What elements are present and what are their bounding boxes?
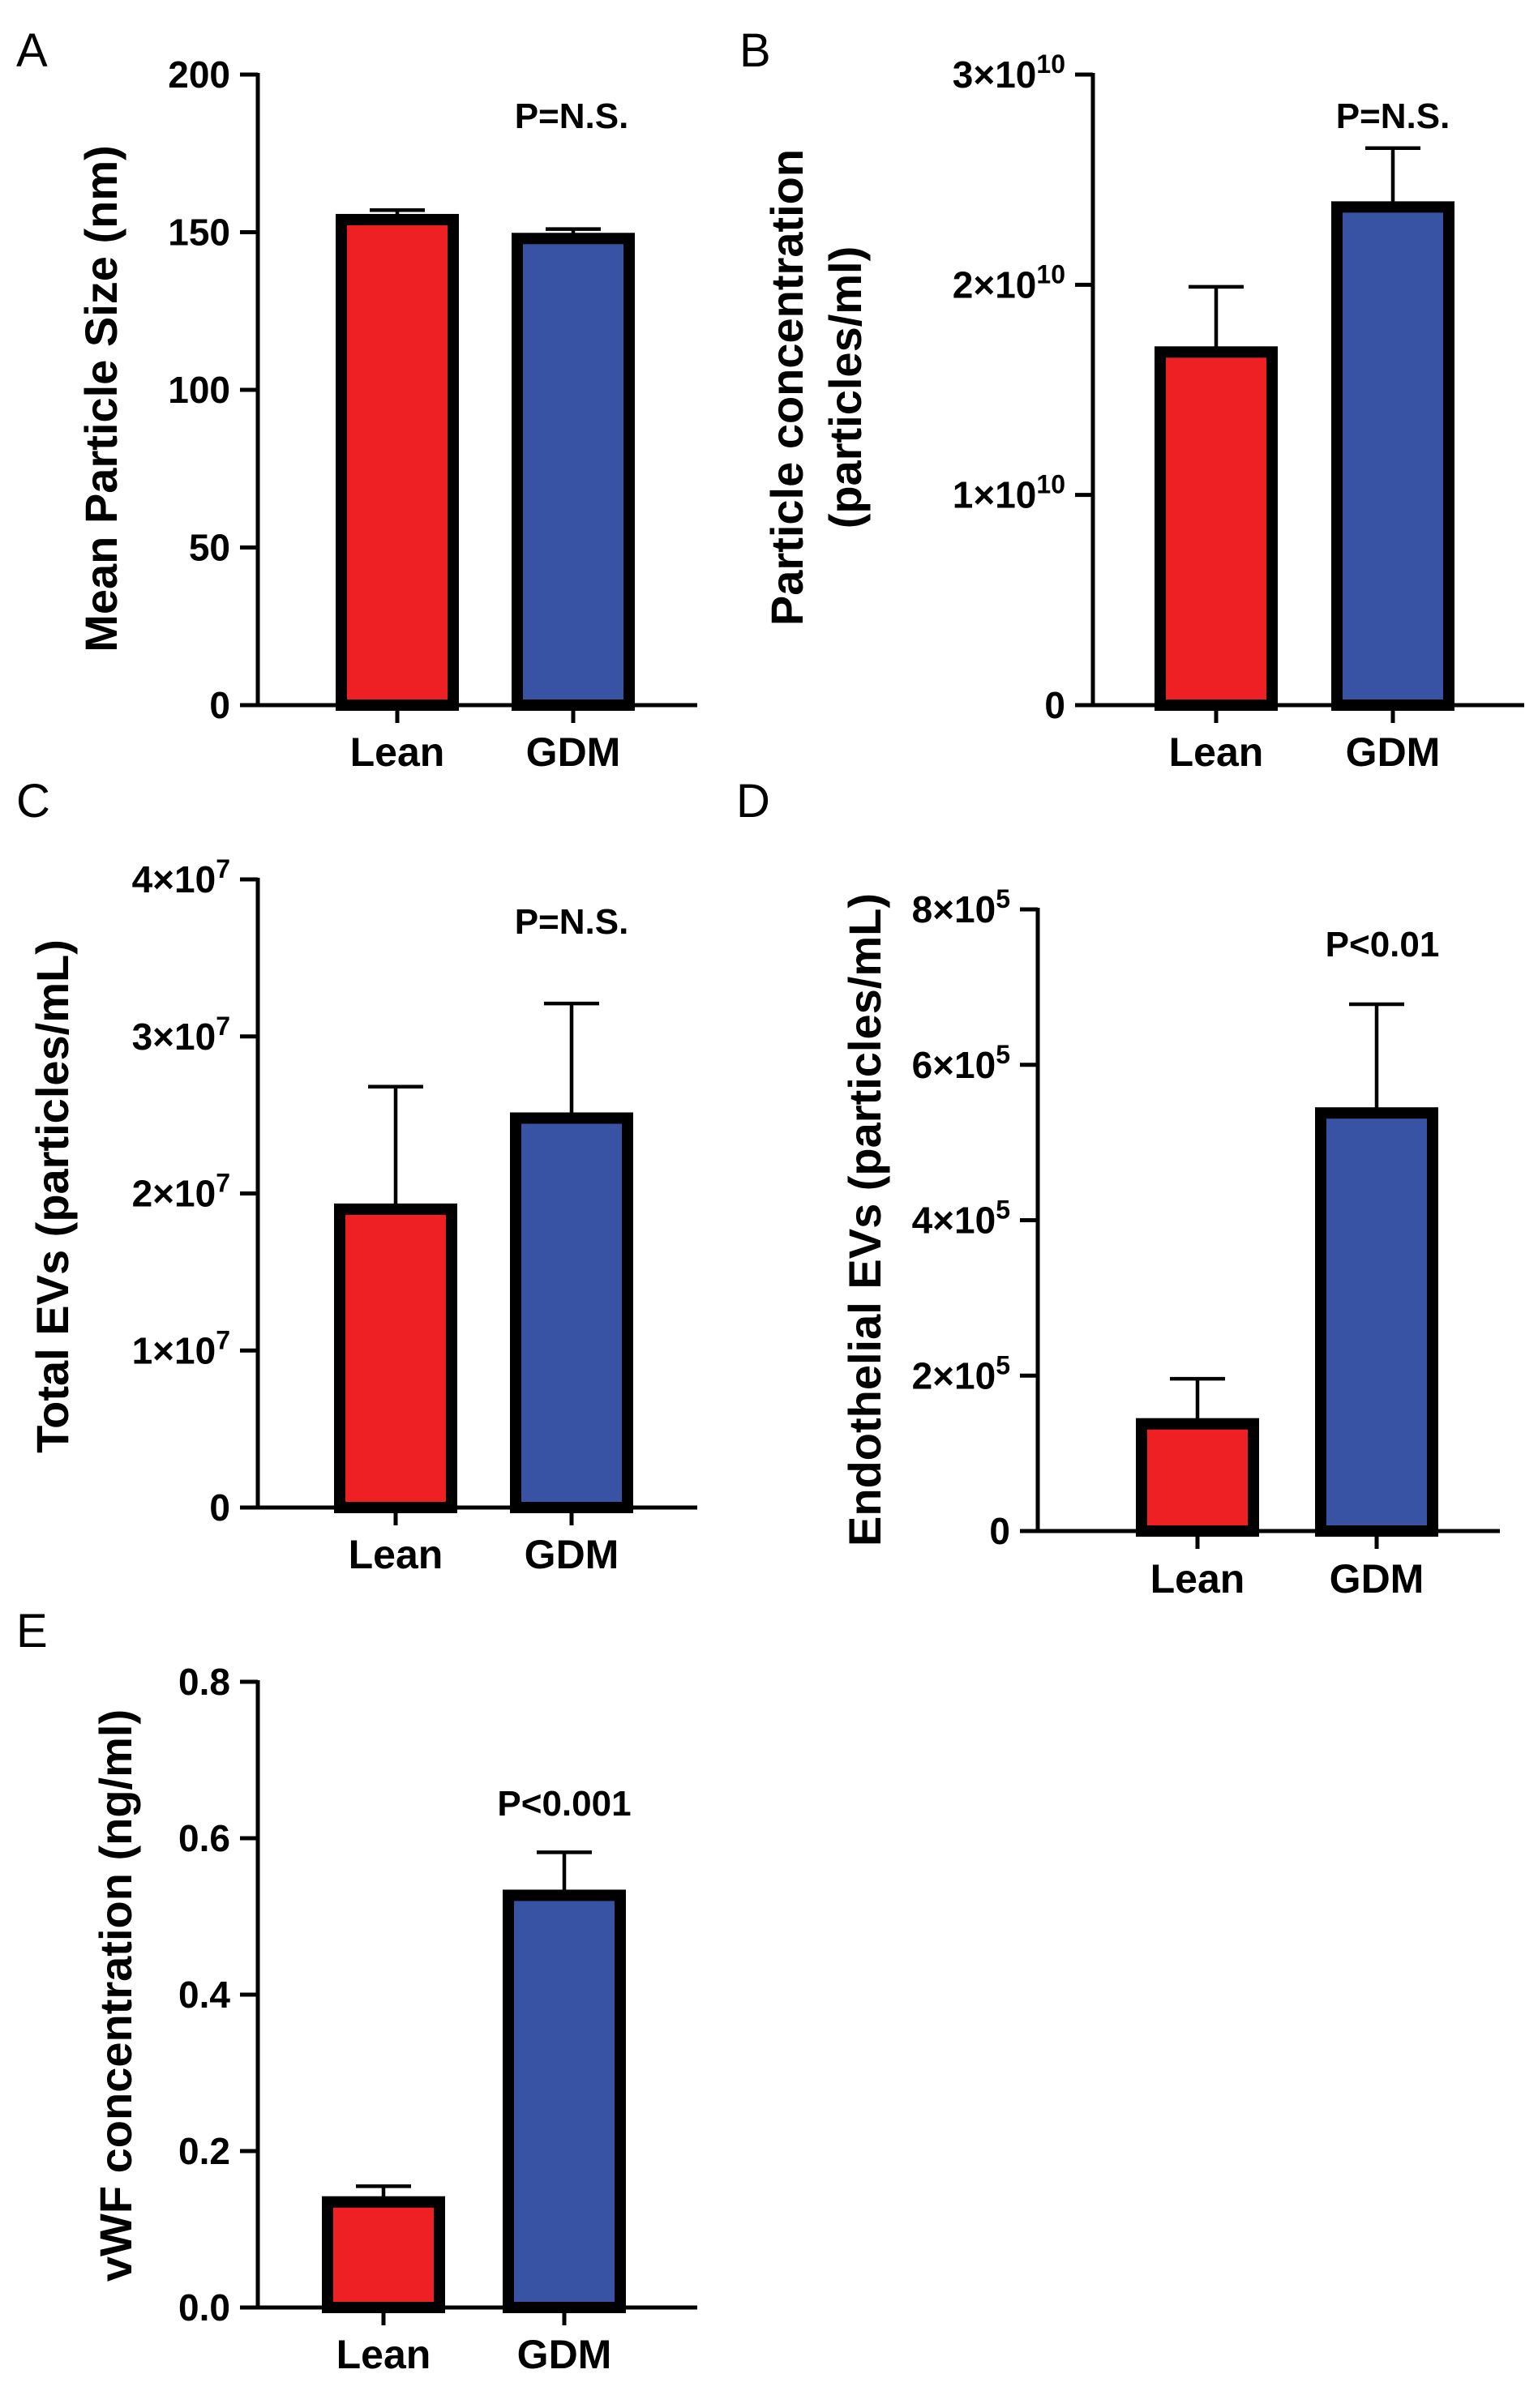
panel-letter-e: E — [16, 1605, 48, 1657]
y-tick-label-base: 2×10 — [953, 263, 1037, 306]
x-tick-label-lean: Lean — [1169, 729, 1264, 775]
x-tick-label-lean: Lean — [1150, 1556, 1245, 1602]
y-tick-label: 100 — [168, 369, 230, 411]
y-tick-label: 2×1010 — [953, 259, 1065, 306]
bar-lean — [336, 213, 459, 711]
p-value-annotation: P=N.S. — [1336, 96, 1450, 136]
x-tick-label-gdm: GDM — [525, 1532, 619, 1577]
panel-letter-d: D — [736, 775, 770, 828]
y-tick-label: 150 — [168, 212, 230, 254]
y-axis-title: vWF concentration (ng/ml) — [90, 1709, 141, 2282]
y-tick-label-exponent: 7 — [216, 1012, 230, 1041]
y-tick-label-exponent: 7 — [216, 854, 230, 883]
y-tick-label-base: 4×10 — [912, 1200, 996, 1242]
y-tick-label-base: 2×10 — [912, 1354, 996, 1396]
x-tick-label-gdm: GDM — [1346, 729, 1441, 775]
bar-lean — [334, 1203, 457, 1513]
panel-e: E vWF concentration (ng/ml) P<0.001 0.0 0… — [16, 1605, 697, 2377]
y-tick-label-base: 3×10 — [953, 53, 1037, 96]
y-tick-label: 0.8 — [178, 1661, 230, 1703]
bar-gdm — [1315, 1107, 1438, 1537]
y-tick-label-exponent: 10 — [1036, 259, 1065, 289]
y-tick-label: 0.0 — [178, 2286, 230, 2329]
x-tick-label-gdm: GDM — [526, 729, 621, 775]
y-axis-title: Particle concentration — [761, 149, 812, 626]
y-tick-label: 50 — [189, 527, 230, 569]
y-tick-label-base: 3×10 — [132, 1016, 216, 1058]
y-tick-label: 0.2 — [178, 2130, 230, 2172]
y-tick-label-exponent: 5 — [996, 1350, 1010, 1379]
bar-lean — [1136, 1418, 1259, 1537]
y-tick-label-exponent: 7 — [216, 1169, 230, 1198]
y-tick-label-exponent: 10 — [1036, 49, 1065, 79]
y-tick-label: 0.4 — [178, 1974, 230, 2016]
y-tick-label-base: 6×10 — [912, 1044, 996, 1086]
panel-d: D Endothelial EVs (particles/mL) P<0.01 … — [736, 775, 1500, 1602]
p-value-annotation: P=N.S. — [515, 96, 629, 136]
y-tick-label-base: 2×10 — [132, 1173, 216, 1215]
y-axis-title-line2: (particles/ml) — [820, 246, 871, 529]
y-tick-label-exponent: 5 — [996, 884, 1010, 913]
y-tick-label: 1×1010 — [953, 470, 1065, 516]
y-tick-label: 6×105 — [912, 1040, 1010, 1086]
y-tick-label-base: 8×10 — [912, 888, 996, 930]
x-tick-label-lean: Lean — [349, 1532, 443, 1577]
y-tick-label: 1×107 — [132, 1325, 230, 1371]
y-tick-label: 4×107 — [132, 854, 230, 900]
y-tick-label-exponent: 10 — [1036, 470, 1065, 499]
bar-gdm — [503, 1889, 626, 2314]
y-tick-label: 3×1010 — [953, 49, 1065, 96]
x-tick-label-lean: Lean — [336, 2332, 431, 2377]
y-tick-label-exponent: 7 — [216, 1325, 230, 1354]
y-tick-label-exponent: 5 — [996, 1195, 1010, 1225]
x-tick-label-gdm: GDM — [517, 2332, 612, 2377]
y-tick-label: 0.6 — [178, 1817, 230, 1859]
y-tick-label: 3×107 — [132, 1012, 230, 1058]
y-tick-label: 2×105 — [912, 1350, 1010, 1396]
y-tick-label: 0 — [209, 684, 230, 726]
y-tick-label-base: 1×10 — [953, 474, 1037, 516]
y-axis-title: Mean Particle Size (nm) — [75, 145, 126, 652]
y-tick-label: 8×105 — [912, 884, 1010, 930]
panel-b: B Particle concentration (particles/ml) … — [739, 24, 1524, 775]
p-value-annotation: P=N.S. — [515, 902, 629, 942]
y-tick-label: 4×105 — [912, 1195, 1010, 1242]
x-tick-label-gdm: GDM — [1330, 1556, 1424, 1602]
y-tick-label: 2×107 — [132, 1169, 230, 1215]
y-axis-title: Total EVs (particles/mL) — [27, 939, 78, 1453]
p-value-annotation: P<0.01 — [1326, 925, 1440, 964]
p-value-annotation: P<0.001 — [497, 1784, 631, 1824]
panel-letter-a: A — [16, 24, 48, 77]
panel-a: A Mean Particle Size (nm) P=N.S. 0 50 100 1… — [16, 24, 697, 775]
y-tick-label: 0 — [209, 1486, 230, 1529]
bar-lean — [322, 2196, 445, 2314]
y-tick-label-base: 1×10 — [132, 1329, 216, 1371]
bar-lean — [1155, 346, 1278, 711]
y-tick-label-base: 4×10 — [132, 858, 216, 900]
y-tick-label: 0 — [989, 1510, 1010, 1552]
y-tick-label: 0 — [1044, 684, 1065, 726]
panel-letter-b: B — [739, 24, 771, 77]
y-tick-label: 200 — [168, 53, 230, 96]
panel-letter-c: C — [16, 775, 50, 828]
panel-c: C Total EVs (particles/mL) P=N.S. 01×107… — [16, 775, 697, 1577]
bar-gdm — [512, 233, 635, 711]
y-tick-label-exponent: 5 — [996, 1040, 1010, 1069]
x-tick-label-lean: Lean — [350, 729, 445, 775]
y-axis-title: Endothelial EVs (particles/mL) — [839, 893, 890, 1546]
bar-gdm — [1331, 201, 1454, 711]
bar-gdm — [510, 1112, 633, 1513]
